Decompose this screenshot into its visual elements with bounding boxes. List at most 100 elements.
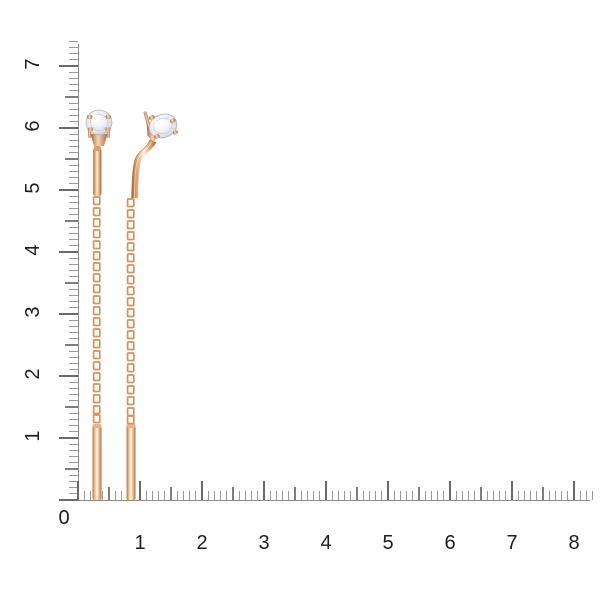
vertical-ruler-tick [59, 375, 78, 377]
horizontal-ruler-tick [319, 491, 321, 500]
vertical-ruler-tick [69, 77, 78, 79]
vertical-ruler-tick [69, 480, 78, 482]
vertical-ruler-tick [65, 282, 78, 284]
vertical-ruler-tick [69, 350, 78, 352]
horizontal-ruler-tick [375, 491, 377, 500]
horizontal-ruler-tick [257, 491, 259, 500]
horizontal-ruler-tick [474, 491, 476, 500]
vertical-ruler-tick [69, 214, 78, 216]
horizontal-ruler-tick [542, 487, 544, 500]
earring-right-diamond [148, 113, 178, 139]
horizontal-ruler-label: 6 [444, 532, 456, 554]
vertical-ruler-tick [69, 325, 78, 327]
vertical-ruler-tick [69, 425, 78, 427]
vertical-ruler-tick [69, 456, 78, 458]
vertical-ruler-tick [69, 115, 78, 117]
vertical-ruler-tick [69, 332, 78, 334]
vertical-ruler-tick [69, 201, 78, 203]
horizontal-ruler-tick [325, 481, 327, 500]
horizontal-ruler-label: 4 [320, 532, 332, 554]
horizontal-ruler-tick [499, 491, 501, 500]
earring-left-post [93, 146, 102, 196]
earring-right-post [131, 138, 157, 199]
horizontal-ruler-tick [548, 491, 550, 500]
earring-right-chain [126, 198, 135, 425]
vertical-ruler-tick [65, 96, 78, 98]
vertical-ruler-tick [69, 276, 78, 278]
horizontal-ruler-tick [585, 491, 587, 500]
vertical-ruler-tick [69, 226, 78, 228]
earring-right-prongs [148, 114, 178, 139]
horizontal-ruler-tick [294, 487, 296, 500]
vertical-ruler-tick [69, 400, 78, 402]
horizontal-ruler-tick [561, 491, 563, 500]
horizontal-ruler-tick [517, 491, 519, 500]
vertical-ruler-tick [69, 152, 78, 154]
earring-left-diamond [85, 109, 113, 136]
horizontal-ruler-tick [455, 491, 457, 500]
horizontal-ruler-tick [424, 491, 426, 500]
earring-right-bar [126, 424, 136, 500]
horizontal-ruler-tick [511, 481, 513, 500]
horizontal-ruler-tick [170, 487, 172, 500]
vertical-ruler-tick [69, 40, 78, 42]
vertical-ruler-tick [69, 59, 78, 61]
horizontal-ruler-tick [244, 491, 246, 500]
horizontal-ruler-tick [337, 491, 339, 500]
horizontal-ruler-tick [232, 487, 234, 500]
horizontal-ruler-tick [220, 491, 222, 500]
vertical-ruler-tick [69, 183, 78, 185]
horizontal-ruler-tick [393, 491, 395, 500]
vertical-ruler-tick [65, 406, 78, 408]
vertical-ruler-tick [69, 356, 78, 358]
horizontal-ruler-tick [182, 491, 184, 500]
earring-left-chain [92, 196, 101, 424]
vertical-ruler-tick [69, 363, 78, 365]
horizontal-ruler-tick [356, 487, 358, 500]
vertical-ruler-tick [69, 232, 78, 234]
vertical-ruler-tick [69, 164, 78, 166]
vertical-ruler-tick [69, 443, 78, 445]
vertical-ruler-tick [69, 102, 78, 104]
earring-right [126, 111, 178, 500]
vertical-ruler-tick [69, 53, 78, 55]
ruler-origin-label: 0 [58, 507, 70, 529]
vertical-ruler-tick [69, 319, 78, 321]
vertical-ruler-tick [69, 394, 78, 396]
vertical-ruler-tick [59, 313, 78, 315]
vertical-ruler-tick [65, 344, 78, 346]
vertical-ruler-tick [69, 257, 78, 259]
horizontal-ruler-tick [468, 491, 470, 500]
horizontal-ruler-tick [387, 481, 389, 500]
horizontal-ruler-tick [114, 491, 116, 500]
horizontal-ruler-tick [530, 491, 532, 500]
vertical-ruler-tick [69, 108, 78, 110]
horizontal-ruler-tick [195, 491, 197, 500]
earring-left-bar [92, 424, 102, 500]
vertical-ruler-tick [69, 418, 78, 420]
vertical-ruler-tick [69, 288, 78, 290]
horizontal-ruler-tick [406, 491, 408, 500]
vertical-ruler-tick [69, 369, 78, 371]
vertical-ruler-tick [69, 301, 78, 303]
horizontal-ruler-tick [461, 491, 463, 500]
horizontal-ruler-tick [443, 491, 445, 500]
horizontal-ruler-label: 3 [258, 532, 270, 554]
vertical-ruler-tick [69, 294, 78, 296]
vertical-ruler-tick [69, 270, 78, 272]
vertical-ruler-tick [59, 251, 78, 253]
vertical-ruler-tick [69, 139, 78, 141]
horizontal-ruler-tick [536, 491, 538, 500]
horizontal-ruler-tick [344, 491, 346, 500]
horizontal-ruler-tick [480, 487, 482, 500]
horizontal-ruler-tick [592, 491, 594, 500]
vertical-ruler-tick [69, 121, 78, 123]
vertical-ruler-baseline [78, 44, 80, 500]
horizontal-ruler-tick [151, 491, 153, 500]
horizontal-ruler-tick [573, 481, 575, 500]
vertical-ruler-tick [69, 146, 78, 148]
vertical-ruler-tick [59, 189, 78, 191]
horizontal-ruler-label: 8 [568, 532, 580, 554]
